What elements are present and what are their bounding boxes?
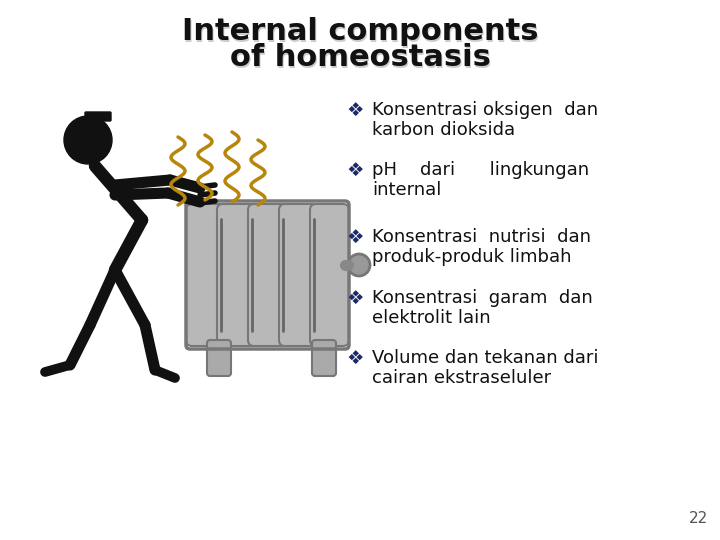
FancyBboxPatch shape [279, 204, 318, 346]
Ellipse shape [64, 116, 112, 164]
Text: Konsentrasi  garam  dan: Konsentrasi garam dan [372, 289, 593, 307]
Text: ❖: ❖ [346, 348, 364, 368]
Text: Internal components: Internal components [181, 17, 539, 46]
Text: internal: internal [372, 181, 441, 199]
Text: of homeostasis: of homeostasis [230, 44, 492, 73]
FancyBboxPatch shape [248, 204, 287, 346]
Text: 22: 22 [689, 511, 708, 526]
FancyBboxPatch shape [85, 112, 111, 121]
FancyBboxPatch shape [186, 204, 225, 346]
Text: ❖: ❖ [346, 100, 364, 119]
Text: of homeostasis: of homeostasis [230, 44, 490, 72]
Text: karbon dioksida: karbon dioksida [372, 121, 515, 139]
Text: ❖: ❖ [346, 288, 364, 307]
Text: ❖: ❖ [346, 227, 364, 246]
FancyBboxPatch shape [207, 340, 231, 376]
FancyBboxPatch shape [217, 204, 256, 346]
Text: ❖: ❖ [346, 160, 364, 179]
Ellipse shape [348, 254, 370, 276]
FancyBboxPatch shape [312, 340, 336, 376]
Text: pH    dari      lingkungan: pH dari lingkungan [372, 161, 589, 179]
Text: Internal components: Internal components [183, 18, 539, 48]
Text: produk-produk limbah: produk-produk limbah [372, 248, 572, 266]
Text: elektrolit lain: elektrolit lain [372, 309, 490, 327]
FancyBboxPatch shape [310, 204, 349, 346]
Text: Konsentrasi  nutrisi  dan: Konsentrasi nutrisi dan [372, 228, 591, 246]
Text: cairan ekstraseluler: cairan ekstraseluler [372, 369, 551, 387]
Text: Volume dan tekanan dari: Volume dan tekanan dari [372, 349, 598, 367]
Text: Konsentrasi oksigen  dan: Konsentrasi oksigen dan [372, 101, 598, 119]
